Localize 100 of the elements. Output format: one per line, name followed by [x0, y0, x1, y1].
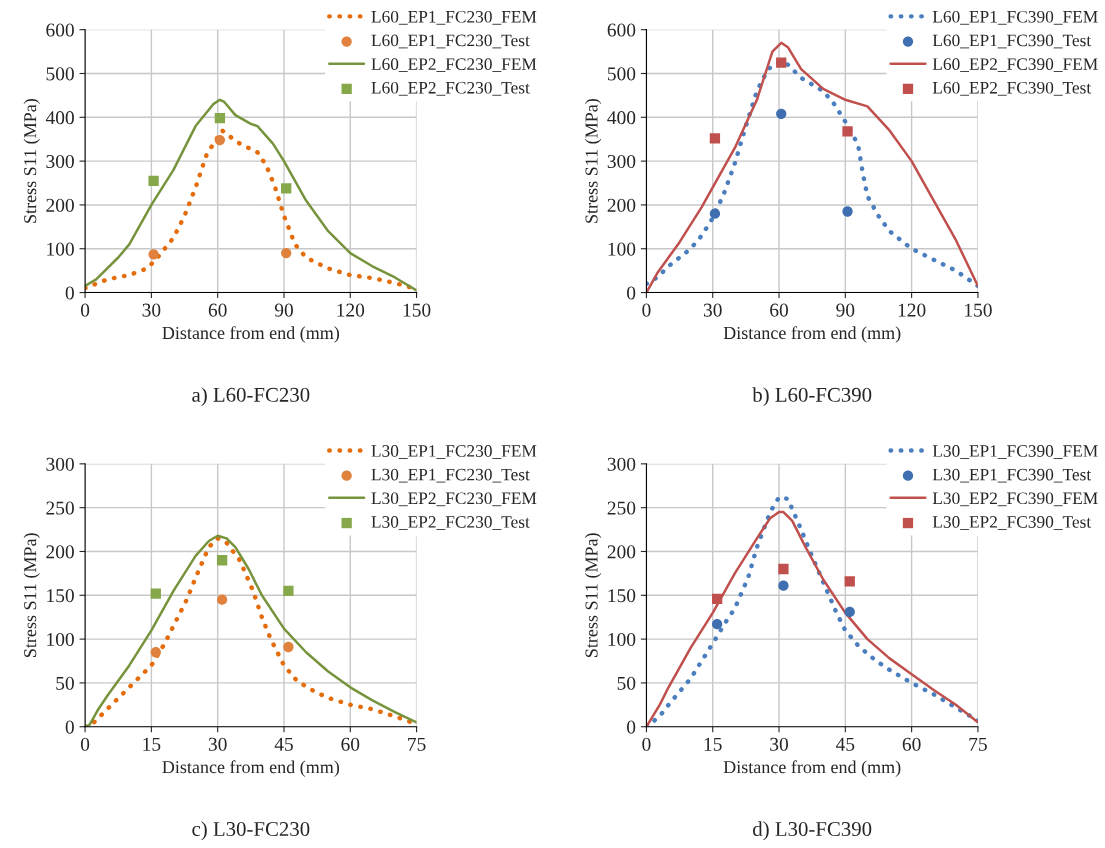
y-tick-label: 200 — [46, 545, 74, 559]
x-tick-label: 90 — [274, 303, 293, 317]
point — [281, 247, 292, 259]
text: b) L60-FC390 — [752, 387, 872, 407]
y-tick-label: 200 — [607, 198, 636, 212]
point — [776, 57, 787, 68]
y-tick-label: 0 — [627, 286, 636, 300]
y-tick-label: 0 — [627, 720, 636, 734]
y-tick-label: 250 — [46, 501, 74, 515]
legend-label: L60_EP2_FC390_FEM — [932, 58, 1098, 72]
x-tick-label: 60 — [770, 303, 789, 317]
y-tick-label: 200 — [607, 545, 636, 559]
x-tick-label: 45 — [835, 737, 855, 751]
legend-label: L60_EP1_FC390_FEM — [932, 10, 1098, 25]
point — [844, 576, 855, 587]
x-tick-label: 15 — [143, 737, 161, 751]
legend-label: L30_EP2_FC230_Test — [371, 516, 530, 530]
y-axis-title: Stress S11 (MPa) — [584, 533, 602, 657]
x-tick-label: 90 — [836, 303, 855, 317]
y-tick-label: 300 — [46, 154, 74, 169]
legend-label: L30_EP2_FC390_FEM — [932, 492, 1098, 507]
text: d) L30-FC390 — [753, 821, 872, 841]
x-tick-label: 45 — [274, 737, 293, 751]
y-axis-title: Stress S11 (MPa) — [23, 533, 40, 657]
legend-label: L60_EP2_FC390_Test — [932, 81, 1092, 96]
y-tick-label: 300 — [607, 457, 636, 471]
point — [778, 580, 789, 591]
point — [842, 206, 853, 217]
y-tick-label: 100 — [608, 242, 636, 256]
x-tick-label: 30 — [142, 303, 161, 317]
y-tick-label: 500 — [607, 67, 636, 81]
point — [214, 113, 226, 124]
x-tick-label: 120 — [337, 303, 365, 317]
x-tick-label: 30 — [208, 737, 227, 751]
x-tick-label: 120 — [898, 303, 926, 317]
legend-label: L60_EP1_FC390_Test — [932, 34, 1092, 49]
y-tick-label: 500 — [46, 67, 74, 81]
x-tick-label: 30 — [770, 737, 789, 751]
y-tick-label: 0 — [65, 720, 74, 734]
point — [148, 175, 159, 186]
x-tick-label: 60 — [341, 737, 360, 751]
x-tick-label: 60 — [208, 303, 227, 317]
legend-label: L30_EP1_FC230_FEM — [371, 445, 537, 459]
point — [216, 555, 228, 566]
point — [776, 108, 787, 119]
legend-label: L60_EP1_FC230_Test — [371, 34, 530, 49]
x-axis-title: Distance from end (mm) — [723, 760, 901, 777]
y-tick-label: 0 — [65, 286, 74, 300]
point — [711, 619, 723, 630]
point — [283, 641, 294, 653]
y-axis-title: Stress S11 (MPa) — [584, 99, 602, 223]
y-tick-label: 100 — [608, 632, 636, 647]
x-tick-label: 150 — [965, 303, 992, 317]
point — [283, 585, 294, 597]
y-tick-label: 50 — [56, 676, 74, 690]
y-tick-label: 50 — [617, 676, 636, 690]
x-tick-label: 60 — [902, 737, 921, 751]
legend-label: L30_EP2_FC230_FEM — [371, 492, 537, 507]
x-axis-title: Distance from end (mm) — [162, 760, 340, 777]
legend-label: L60_EP1_FC230_FEM — [371, 10, 537, 25]
x-tick-label: 0 — [80, 737, 90, 751]
point — [150, 647, 161, 658]
point — [709, 133, 721, 144]
point — [709, 208, 721, 219]
y-tick-label: 150 — [608, 589, 636, 603]
text: c) L30-FC230 — [192, 821, 310, 841]
y-tick-label: 600 — [46, 23, 74, 37]
y-tick-label: 100 — [47, 242, 74, 256]
point — [281, 183, 292, 194]
y-tick-label: 200 — [46, 198, 74, 212]
y-tick-label: 400 — [45, 111, 74, 125]
y-tick-label: 150 — [47, 589, 74, 603]
legend-label: L30_EP2_FC390_Test — [932, 516, 1092, 530]
point — [842, 126, 853, 137]
x-tick-label: 0 — [642, 303, 651, 317]
point — [216, 594, 228, 605]
y-axis-title: Stress S11 (MPa) — [23, 99, 40, 223]
y-tick-label: 250 — [607, 501, 636, 515]
x-tick-label: 0 — [80, 303, 90, 317]
legend-label: L30_EP1_FC390_FEM — [932, 445, 1098, 459]
x-tick-label: 0 — [642, 737, 651, 751]
legend-label: L60_EP2_FC230_FEM — [371, 58, 537, 72]
point — [778, 563, 789, 575]
legend-label: L60_EP2_FC230_Test — [371, 81, 530, 96]
y-tick-label: 100 — [47, 632, 74, 647]
point — [150, 588, 161, 599]
x-tick-label: 75 — [969, 737, 987, 751]
legend-label: L30_EP1_FC390_Test — [932, 468, 1092, 483]
point — [844, 606, 855, 618]
y-tick-label: 600 — [607, 23, 636, 37]
legend-label: L30_EP1_FC230_Test — [371, 468, 530, 483]
x-axis-title: Distance from end (mm) — [162, 326, 340, 343]
x-tick-label: 150 — [403, 303, 431, 317]
y-tick-label: 300 — [607, 154, 636, 169]
point — [711, 593, 723, 604]
y-tick-label: 400 — [607, 111, 636, 125]
x-tick-label: 15 — [704, 737, 722, 751]
text: a) L60-FC230 — [192, 387, 310, 407]
point — [214, 134, 226, 146]
x-tick-label: 75 — [408, 737, 426, 751]
